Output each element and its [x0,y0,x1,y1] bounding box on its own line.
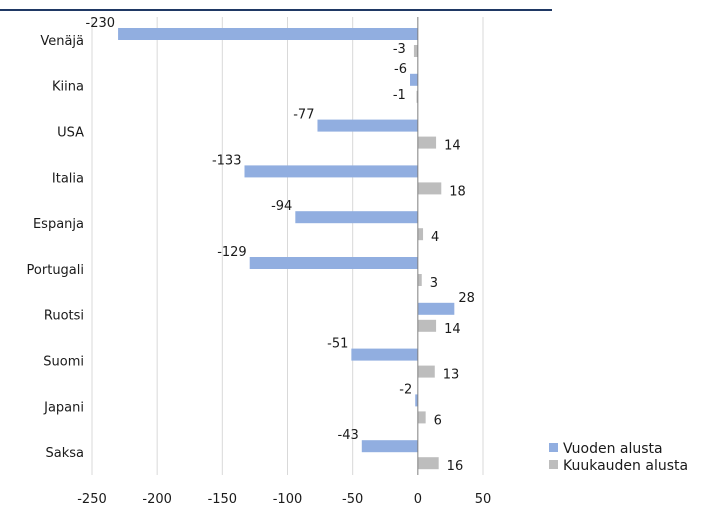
data-label: -3 [393,42,406,57]
bar [417,302,455,315]
category-label: Portugali [27,263,84,278]
bar [417,274,422,286]
data-label: 28 [458,291,475,306]
data-label: 18 [449,184,466,199]
category-label: Saksa [46,446,85,461]
data-label: 6 [434,413,442,428]
bar [417,319,437,332]
bar [410,73,418,86]
data-label: -6 [394,62,407,77]
bar [417,136,437,149]
category-label: Espanja [33,217,84,232]
bar [244,165,418,178]
category-label: Italia [52,171,84,186]
legend-label: Kuukauden alusta [563,458,688,474]
axes: -250 -200 -150 -100 -50 0 50 [77,17,491,507]
bar [417,228,424,241]
bar [361,440,418,453]
bar [416,90,418,103]
category-label: Ruotsi [44,309,84,324]
bar [413,45,418,57]
bars [118,28,455,470]
x-tick-label: -100 [273,492,303,507]
data-label: -230 [86,16,116,31]
labels: Venäjä-230 -3 Kiina -6 -1 USA -77 14 Italia -133 1… [27,16,475,474]
bar [249,257,418,269]
x-tick-label: 50 [475,492,492,507]
data-label: 3 [430,276,438,291]
data-label: -1 [393,88,406,103]
category-label: Suomi [43,355,84,370]
x-tick-label: -150 [208,492,238,507]
data-label: -2 [399,382,412,397]
bar [118,28,418,40]
data-label: 14 [444,322,461,337]
x-tick-label: -50 [342,492,363,507]
bar [295,211,418,224]
legend-swatch [549,460,558,469]
x-tick-label: -250 [77,492,107,507]
data-label: 14 [444,139,461,154]
data-label: 4 [431,230,439,245]
category-label: USA [57,126,84,141]
legend-label: Vuoden alusta [563,441,663,457]
category-label: Kiina [52,80,84,95]
data-label: -51 [327,337,348,352]
bar [351,348,418,361]
x-tick-label: -200 [142,492,172,507]
bar [417,457,439,470]
data-label: 16 [447,459,464,474]
bar [417,182,442,195]
legend-swatch [549,443,558,452]
data-label: -129 [217,245,247,260]
x-tick-label: 0 [414,492,422,507]
bar [415,394,418,407]
data-label: -94 [271,199,292,214]
bar [317,119,418,132]
category-label: Venäjä [40,34,84,49]
data-label: 13 [443,368,460,383]
data-label: -43 [338,428,359,443]
grid-lines [91,17,484,475]
bar [417,411,426,424]
bar [417,365,435,378]
data-label: -133 [212,153,242,168]
category-label: Japani [43,400,84,415]
data-label: -77 [293,108,314,123]
